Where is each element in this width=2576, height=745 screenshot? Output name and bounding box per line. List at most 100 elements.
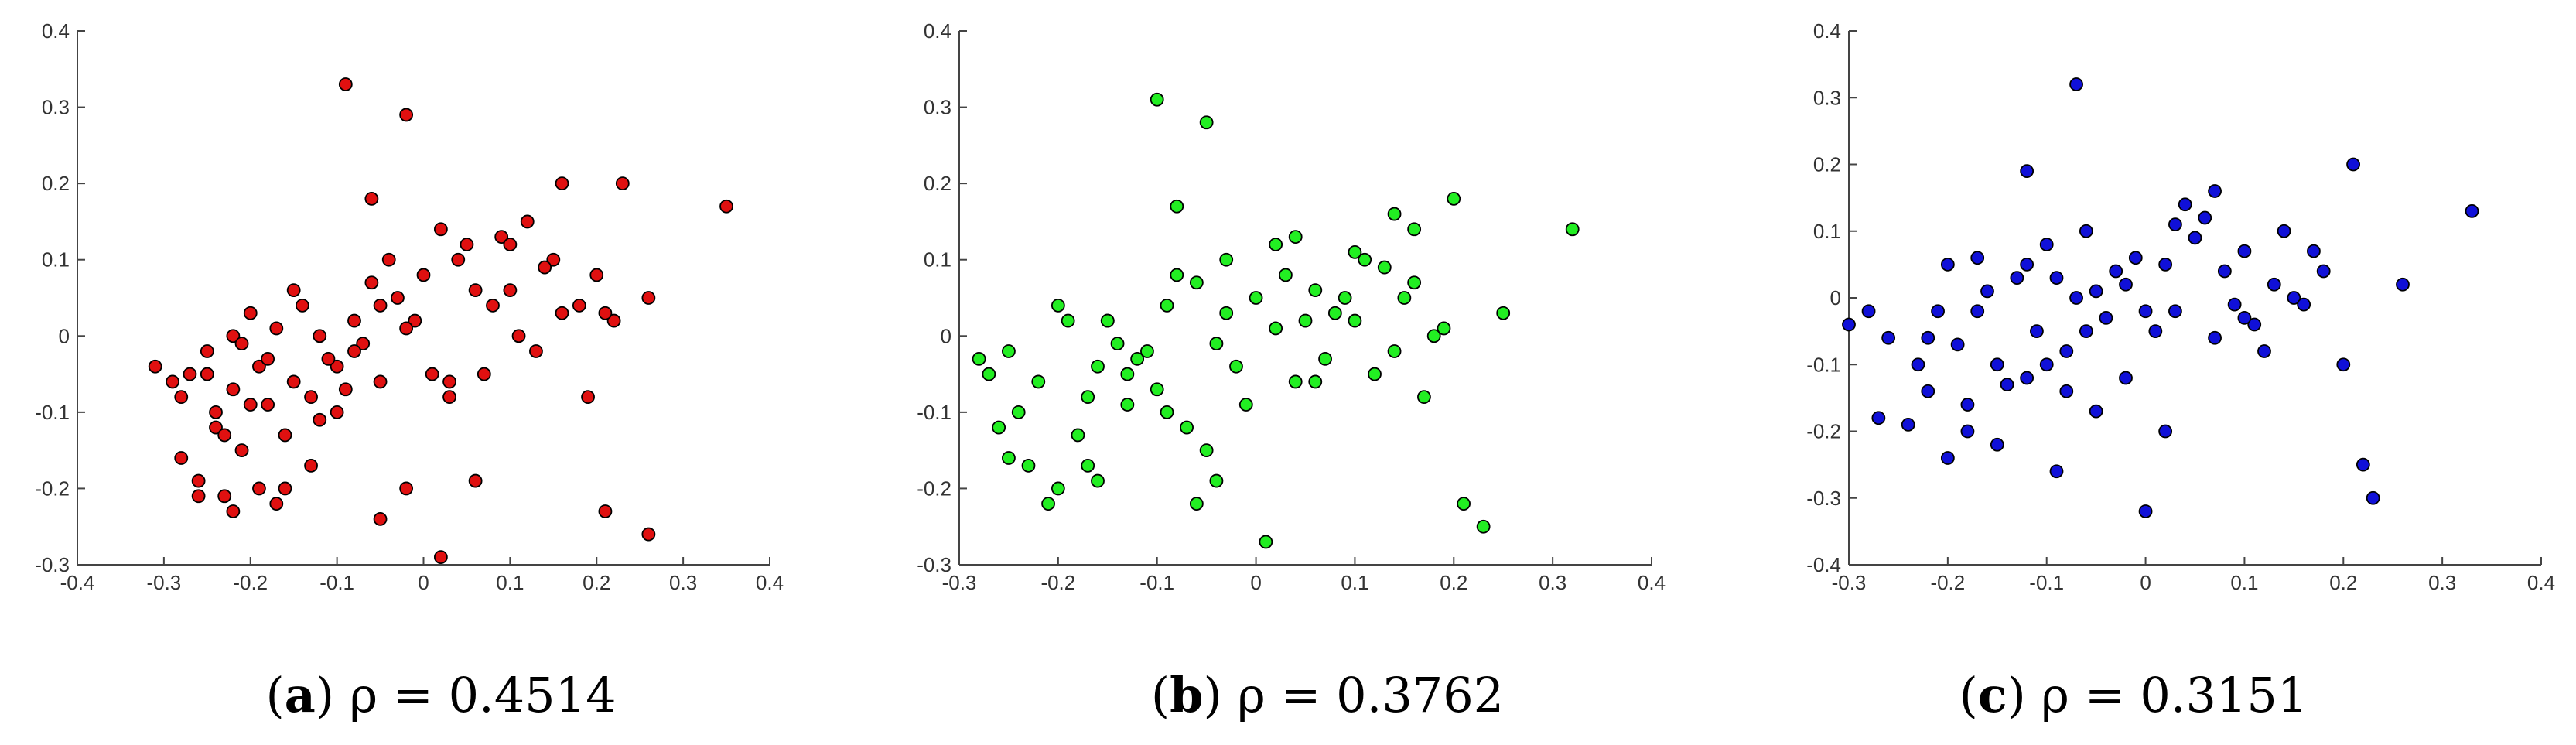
scatter-point-a	[546, 252, 561, 267]
scatter-point-a	[425, 367, 439, 381]
scatter-point-c	[2069, 77, 2083, 91]
y-tick-label-c: -0.1	[1806, 353, 1841, 376]
scatter-point-b	[1426, 329, 1441, 343]
scatter-point-c	[2119, 277, 2133, 292]
scatter-point-a	[209, 405, 223, 419]
scatter-point-b	[1279, 268, 1293, 282]
x-tick-label-c: -0.2	[1930, 571, 1965, 594]
x-tick-label-b: -0.3	[942, 571, 977, 594]
scatter-point-a	[468, 283, 483, 298]
scatter-point-b	[1170, 268, 1184, 282]
scatter-point-c	[1842, 317, 1856, 332]
scatter-point-c	[2049, 271, 2064, 285]
scatter-point-c	[2059, 384, 2074, 398]
scatter-point-b	[1219, 252, 1234, 267]
scatter-point-b	[1288, 230, 1303, 244]
scatter-point-b	[1348, 313, 1362, 328]
caption-b-text: ρ = 0.3762	[1237, 667, 1504, 723]
scatter-point-b	[1377, 260, 1392, 275]
scatter-point-a	[399, 108, 414, 122]
caption-b: (b) ρ = 0.3762	[1151, 667, 1504, 723]
scatter-point-b	[1100, 313, 1115, 328]
scatter-point-a	[364, 275, 379, 290]
y-tick-label-a: -0.2	[35, 477, 70, 500]
scatter-point-c	[2277, 224, 2291, 238]
scatter-point-a	[589, 268, 604, 282]
scatter-point-c	[2089, 404, 2103, 419]
scatter-point-a	[234, 443, 249, 458]
y-tick-label-c: 0.1	[1813, 220, 1841, 243]
scatter-point-b	[1437, 321, 1451, 336]
x-tick-label-c: -0.3	[1832, 571, 1867, 594]
x-tick-label-a: 0.2	[583, 571, 610, 594]
scatter-point-b	[1051, 481, 1065, 496]
scatter-point-b	[1387, 207, 1402, 221]
scatter-point-a	[269, 497, 284, 511]
scatter-point-c	[2020, 257, 2034, 272]
scatter-point-b	[1002, 344, 1016, 358]
scatter-point-c	[2039, 357, 2054, 372]
scatter-point-b	[1081, 390, 1095, 405]
scatter-point-c	[2168, 304, 2182, 319]
scatter-point-a	[442, 374, 456, 389]
y-tick-label-b: 0.3	[924, 96, 951, 119]
x-tick-label-c: 0.1	[2230, 571, 2258, 594]
y-tick-label-c: -0.4	[1806, 553, 1841, 576]
caption-c-letter: c	[1978, 667, 2007, 723]
x-tick-label-c: -0.1	[2029, 571, 2064, 594]
scatter-point-b	[1269, 238, 1283, 251]
caption-a: (a) ρ = 0.4514	[265, 667, 616, 723]
scatter-point-b	[1041, 497, 1055, 511]
scatter-point-b	[1219, 306, 1234, 320]
scatter-point-a	[226, 329, 241, 343]
scatter-point-b	[1110, 337, 1125, 351]
scatter-point-a	[555, 306, 569, 320]
scatter-point-b	[1091, 359, 1105, 374]
scatter-point-a	[304, 458, 318, 473]
scatter-point-c	[1990, 437, 2004, 452]
y-tick-label-a: -0.1	[35, 401, 70, 424]
y-tick-label-a: 0.4	[42, 19, 70, 43]
scatter-point-a	[494, 230, 509, 244]
scatter-point-b	[1071, 428, 1085, 443]
scatter-point-a	[252, 359, 266, 374]
scatter-point-c	[2267, 277, 2281, 292]
scatter-point-c	[2000, 378, 2014, 392]
scatter-point-a	[269, 321, 284, 336]
scatter-point-a	[719, 199, 733, 214]
scatter-point-a	[399, 481, 414, 496]
scatter-point-a	[581, 390, 595, 405]
scatter-point-b	[1189, 275, 1204, 290]
scatter-point-a	[520, 214, 535, 229]
scatter-point-c	[1911, 357, 1925, 372]
scatter-point-b	[1140, 344, 1154, 358]
scatter-point-a	[641, 527, 656, 542]
scatter-point-b	[1407, 222, 1422, 237]
scatter-point-a	[200, 367, 214, 381]
scatter-point-a	[191, 473, 206, 488]
scatter-point-c	[2158, 257, 2173, 272]
scatter-point-b	[1259, 535, 1273, 549]
scatter-point-a	[373, 298, 388, 313]
caption-a-letter: a	[285, 667, 316, 723]
scatter-point-c	[2010, 271, 2024, 285]
scatter-point-c	[2247, 317, 2262, 332]
scatter-point-c	[2188, 231, 2202, 245]
scatter-point-b	[1199, 115, 1214, 130]
scatter-point-b	[1476, 519, 1491, 534]
scatter-point-c	[2109, 264, 2123, 279]
scatter-point-c	[2356, 457, 2370, 472]
scatter-point-a	[261, 398, 275, 412]
scatter-point-c	[1901, 417, 1915, 432]
x-tick-label-c: 0.2	[2329, 571, 2357, 594]
scatter-point-c	[2307, 244, 2321, 258]
scatter-point-b	[1209, 337, 1224, 351]
scatter-point-b	[1170, 199, 1184, 214]
x-tick-label-a: 0.1	[496, 571, 524, 594]
scatter-point-a	[408, 313, 422, 328]
scatter-point-a	[538, 260, 552, 275]
scatter-point-b	[1358, 252, 1372, 267]
scatter-point-b	[1308, 283, 1323, 298]
scatter-point-b	[1397, 291, 1412, 305]
